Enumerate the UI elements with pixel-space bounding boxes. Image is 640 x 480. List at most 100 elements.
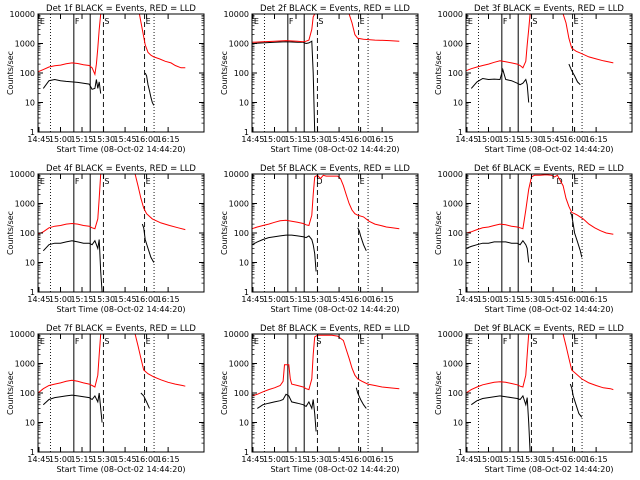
lld-series-line bbox=[138, 14, 186, 69]
x-tick-label: 16:15 bbox=[157, 455, 180, 464]
x-tick-label: 15:00 bbox=[49, 135, 72, 144]
lld-series-line bbox=[38, 14, 102, 77]
y-tick-label: 1 bbox=[30, 448, 35, 457]
lld-series-line bbox=[252, 174, 400, 230]
lld-series-line bbox=[466, 14, 531, 72]
region-label: E bbox=[360, 337, 365, 346]
y-tick-label: 1000 bbox=[229, 40, 249, 49]
y-tick-label: 100 bbox=[234, 229, 249, 238]
series-group bbox=[38, 14, 186, 106]
y-tick-label: 10 bbox=[453, 99, 463, 108]
lld-series-line bbox=[134, 334, 186, 387]
events-series-line bbox=[357, 227, 367, 252]
series-group bbox=[252, 14, 400, 132]
chart-title: Det 3f BLACK = Events, RED = LLD bbox=[474, 4, 624, 14]
region-label: D bbox=[557, 177, 563, 186]
x-tick-label: 15:15 bbox=[498, 295, 521, 304]
series-group bbox=[466, 14, 614, 103]
y-tick-label: 100 bbox=[20, 69, 35, 78]
x-tick-label: 15:15 bbox=[284, 295, 307, 304]
y-tick-label: 1 bbox=[458, 128, 463, 137]
detector-panel-6: Det 6f BLACK = Events, RED = LLD D E 1 10 100… bbox=[434, 164, 633, 314]
region-label: E bbox=[468, 17, 473, 26]
x-tick-label: 16:15 bbox=[157, 295, 180, 304]
x-axis-label: Start Time (08-Oct-02 14:44:20) bbox=[270, 305, 399, 314]
plot-frame bbox=[251, 333, 419, 453]
region-label: S bbox=[316, 337, 321, 346]
lld-series-line bbox=[134, 174, 186, 231]
plot-frame bbox=[465, 13, 633, 133]
y-tick-label: 10000 bbox=[224, 170, 249, 179]
events-series-line bbox=[140, 392, 150, 409]
y-tick-label: 100 bbox=[448, 229, 463, 238]
x-tick-label: 15:15 bbox=[498, 455, 521, 464]
y-axis-label: Counts/sec bbox=[6, 51, 15, 95]
y-tick-label: 10000 bbox=[438, 330, 463, 339]
x-axis-label: Start Time (08-Oct-02 14:44:20) bbox=[56, 465, 185, 474]
y-tick-label: 10 bbox=[25, 99, 35, 108]
x-tick-label: 15:30 bbox=[520, 295, 543, 304]
x-tick-label: 15:00 bbox=[477, 455, 500, 464]
y-tick-label: 1 bbox=[244, 448, 249, 457]
x-tick-label: 15:30 bbox=[520, 135, 543, 144]
lld-series-line bbox=[466, 174, 614, 235]
x-tick-label: 15:00 bbox=[263, 295, 286, 304]
events-series-line bbox=[144, 72, 155, 106]
region-label: E bbox=[574, 337, 579, 346]
y-tick-label: 10 bbox=[239, 259, 249, 268]
series-group bbox=[466, 174, 614, 263]
y-tick-label: 1 bbox=[458, 288, 463, 297]
x-tick-label: 15:45 bbox=[114, 455, 137, 464]
y-tick-label: 10000 bbox=[438, 10, 463, 19]
y-tick-label: 1000 bbox=[15, 360, 35, 369]
y-axis-label: Counts/sec bbox=[434, 371, 443, 415]
region-label: E bbox=[468, 337, 473, 346]
chart-title: Det 6f BLACK = Events, RED = LLD bbox=[474, 164, 624, 174]
events-series-line bbox=[355, 387, 367, 409]
y-tick-label: 10000 bbox=[10, 10, 35, 19]
x-tick-label: 16:15 bbox=[585, 135, 608, 144]
x-axis-label: Start Time (08-Oct-02 14:44:20) bbox=[270, 465, 399, 474]
x-tick-label: 16:15 bbox=[585, 295, 608, 304]
events-series-line bbox=[42, 78, 102, 94]
x-tick-label: 15:30 bbox=[306, 295, 329, 304]
region-label: E bbox=[574, 177, 579, 186]
detector-panel-5: Det 5f BLACK = Events, RED = LLD D E 1 10 100… bbox=[220, 164, 419, 314]
region-label: S bbox=[318, 17, 323, 26]
x-tick-label: 16:00 bbox=[563, 295, 586, 304]
y-tick-label: 1 bbox=[458, 448, 463, 457]
region-label: S bbox=[532, 337, 537, 346]
x-tick-label: 16:00 bbox=[563, 455, 586, 464]
y-tick-label: 10 bbox=[453, 419, 463, 428]
events-series-line bbox=[141, 223, 155, 263]
lld-series-line bbox=[252, 14, 316, 43]
events-series-line bbox=[471, 394, 531, 452]
y-tick-label: 1 bbox=[244, 288, 249, 297]
region-label: E bbox=[40, 177, 45, 186]
y-tick-label: 10000 bbox=[224, 10, 249, 19]
x-tick-label: 15:15 bbox=[284, 455, 307, 464]
region-label: E bbox=[146, 17, 151, 26]
region-label: E bbox=[360, 17, 365, 26]
plot-frame bbox=[465, 333, 633, 453]
y-tick-label: 1000 bbox=[443, 40, 463, 49]
y-axis-label: Counts/sec bbox=[6, 371, 15, 415]
region-label: E bbox=[146, 337, 151, 346]
plot-frame bbox=[37, 173, 205, 293]
lld-series-line bbox=[562, 334, 614, 391]
x-tick-label: 15:45 bbox=[328, 135, 351, 144]
chart-title: Det 7f BLACK = Events, RED = LLD bbox=[46, 324, 196, 334]
region-label: F bbox=[75, 337, 80, 346]
x-tick-label: 15:00 bbox=[49, 295, 72, 304]
region-label: F bbox=[289, 17, 294, 26]
plot-frame bbox=[251, 173, 419, 293]
y-tick-label: 100 bbox=[20, 389, 35, 398]
region-label: S bbox=[532, 17, 537, 26]
x-tick-label: 15:45 bbox=[542, 135, 565, 144]
x-tick-label: 15:45 bbox=[114, 295, 137, 304]
x-tick-label: 15:15 bbox=[70, 135, 93, 144]
y-tick-label: 10000 bbox=[10, 330, 35, 339]
plot-frame bbox=[251, 13, 419, 133]
